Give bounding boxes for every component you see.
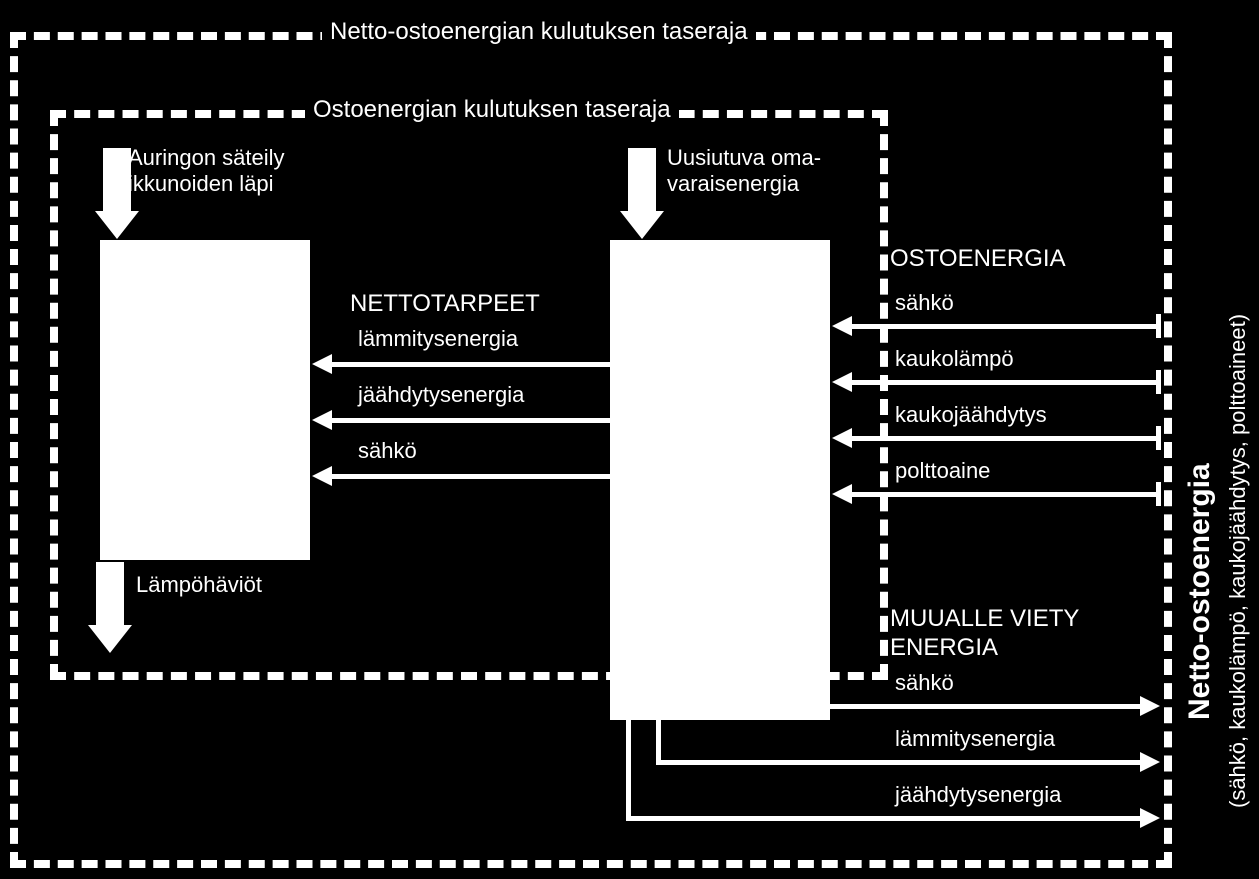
center-arrow-3-head: [312, 466, 332, 486]
heat-loss-label: Lämpöhäviöt: [136, 572, 262, 598]
osto-a1-label: sähkö: [895, 290, 954, 316]
export-a1-label: sähkö: [895, 670, 954, 696]
osto-a3-head: [832, 428, 852, 448]
center-arrow-1-label: lämmitysenergia: [358, 326, 518, 352]
export-heading-line1: MUUALLE VIETY: [890, 605, 1079, 634]
export-a2-line: [656, 760, 1142, 765]
input-right-line1: Uusiutuva oma-: [667, 145, 821, 171]
export-heading-line2: ENERGIA: [890, 634, 1079, 663]
center-arrow-3-line: [332, 474, 610, 479]
center-arrow-3-label: sähkö: [358, 438, 417, 464]
input-left-line1: Auringon säteily: [128, 145, 285, 171]
right-side-main: Netto-ostoenergia: [1183, 463, 1217, 720]
center-arrow-2-head: [312, 410, 332, 430]
center-arrow-2-label: jäähdytysenergia: [358, 382, 524, 408]
export-a2-label: lämmitysenergia: [895, 726, 1055, 752]
right-side-sub: (sähkö, kaukolämpö, kaukojäähdytys, polt…: [1225, 314, 1251, 808]
input-left-label: Auringon säteily ikkunoiden läpi: [128, 145, 285, 197]
osto-a1-head: [832, 316, 852, 336]
osto-a3-label: kaukojäähdytys: [895, 402, 1047, 428]
center-arrow-1-line: [332, 362, 610, 367]
osto-a1-end: [1156, 314, 1161, 338]
export-a1-head: [1140, 696, 1160, 716]
osto-a2-label: kaukolämpö: [895, 346, 1014, 372]
center-arrow-1-head: [312, 354, 332, 374]
export-a1-line: [686, 704, 1142, 709]
osto-a2-line: [852, 380, 1160, 385]
center-arrow-2-line: [332, 418, 610, 423]
osto-a4-label: polttoaine: [895, 458, 990, 484]
osto-a4-end: [1156, 482, 1161, 506]
input-right-line2: varaisenergia: [667, 171, 821, 197]
outer-boundary-title: Netto-ostoenergian kulutuksen taseraja: [322, 18, 756, 46]
center-heading: NETTOTARPEET: [350, 290, 540, 318]
export-heading: MUUALLE VIETY ENERGIA: [890, 605, 1079, 663]
osto-a1-line: [852, 324, 1160, 329]
export-a3-line: [626, 816, 1142, 821]
osto-a2-head: [832, 372, 852, 392]
export-conn-1: [686, 700, 691, 709]
export-a3-head: [1140, 808, 1160, 828]
input-right-label: Uusiutuva oma- varaisenergia: [667, 145, 821, 197]
export-conn-2: [656, 700, 661, 765]
export-a3-label: jäähdytysenergia: [895, 782, 1061, 808]
osto-a4-head: [832, 484, 852, 504]
right-box: [610, 240, 830, 720]
export-a2-head: [1140, 752, 1160, 772]
osto-heading: OSTOENERGIA: [890, 245, 1066, 273]
osto-a4-line: [852, 492, 1160, 497]
export-conn-3: [626, 700, 631, 821]
osto-a2-end: [1156, 370, 1161, 394]
inner-boundary-title: Ostoenergian kulutuksen taseraja: [305, 96, 679, 124]
input-left-line2: ikkunoiden läpi: [128, 171, 285, 197]
osto-a3-line: [852, 436, 1160, 441]
osto-a3-end: [1156, 426, 1161, 450]
left-box: [100, 240, 310, 560]
